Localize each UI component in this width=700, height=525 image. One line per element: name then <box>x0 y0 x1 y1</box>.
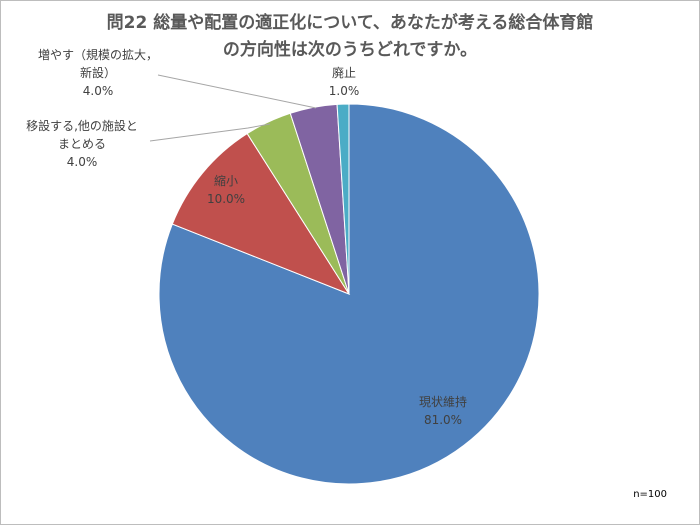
pie-slice <box>336 103 350 295</box>
slice-percent-label: 4.0% <box>83 84 114 98</box>
slice-category-label: 現状維持 <box>419 394 467 409</box>
chart-title-line-1: 問22 総量や配置の適正化について、あなたが考える総合体育館 <box>106 13 594 33</box>
slice-data-label: 縮小 10.0% <box>207 173 245 206</box>
sample-size-note: n=100 <box>633 489 667 500</box>
slice-percent-label: 10.0% <box>207 192 245 206</box>
slice-category-label: 移設する,他の施設と <box>26 118 138 133</box>
slice-data-label: 増やす（規模の拡大， 新設） 4.0% <box>38 47 158 98</box>
chart-title-line-2: の方向性は次のうちどれですか。 <box>222 40 478 60</box>
chart-title: 問22 総量や配置の適正化について、あなたが考える総合体育館 の方向性は次のうち… <box>0 10 700 64</box>
leader-line <box>157 74 317 109</box>
slice-category-label: 増やす（規模の拡大， <box>38 47 158 62</box>
slice-data-label: 廃止 1.0% <box>329 65 360 98</box>
slice-category-label: 新設） <box>80 65 116 80</box>
slice-percent-label: 1.0% <box>329 84 360 98</box>
leader-line <box>149 123 271 142</box>
slice-data-label: 現状維持 81.0% <box>419 394 467 427</box>
slice-data-label: 移設する,他の施設とまとめる 4.0% <box>26 118 138 169</box>
slice-category-label: まとめる <box>58 137 106 151</box>
slice-percent-label: 81.0% <box>424 413 462 427</box>
pie-slice <box>171 132 351 296</box>
slice-percent-label: 4.0% <box>67 155 98 169</box>
slice-category-label: 廃止 <box>332 65 356 80</box>
slice-category-label: 縮小 <box>214 173 238 188</box>
